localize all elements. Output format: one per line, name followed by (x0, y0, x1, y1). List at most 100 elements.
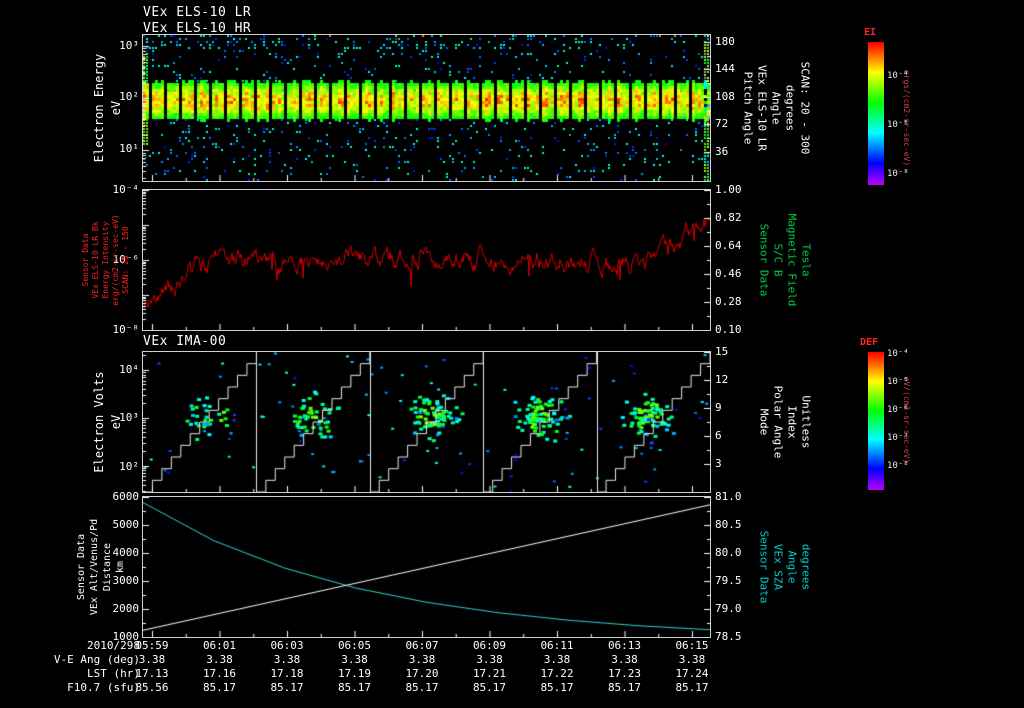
table-cell: 85.17 (337, 681, 372, 694)
traj-left-tick-label: 2000 (112, 602, 140, 615)
table-row-label: F10.7 (sfu) (67, 681, 140, 694)
table-row-label: LST (hr) (87, 667, 140, 680)
time-tick-label: 05:59 (135, 639, 169, 652)
colorbar-tick-label: 10⁻⁸ (887, 461, 909, 471)
table-cell: 85.17 (270, 681, 304, 694)
trajectory-canvas (143, 497, 710, 637)
els-right-tick-label: 144 (715, 62, 735, 76)
table-cell: 17.18 (270, 667, 304, 680)
table-cell: 3.38 (273, 653, 301, 666)
colorbar-tick-label: 10⁻⁶ (887, 120, 909, 130)
time-tick-label: 06:11 (540, 639, 574, 652)
ima-left-tick-label: 10² (119, 459, 139, 473)
els-left-axis-label: eV (109, 100, 123, 116)
bk-right-tick-label: 0.10 (715, 323, 742, 336)
traj-right-tick-label: 79.0 (715, 602, 742, 615)
ima-right-axis-label: Index (785, 405, 799, 439)
ima-left-axis-label: eV (109, 414, 123, 430)
bk-right-axis-label: Magnetic Field (785, 213, 799, 307)
colorbar-tick-label: 10⁻⁴ (887, 349, 909, 359)
bk-left-axis-label: erg/(cm2-sr-sec-eV) (111, 214, 120, 306)
traj-left-tick-label: 3000 (112, 574, 140, 587)
table-cell: 3.38 (408, 653, 436, 666)
bk-right-axis-label: S/C B (771, 243, 785, 277)
bk-right-tick-label: 1.00 (715, 183, 742, 196)
traj-right-tick-label: 80.0 (715, 546, 742, 559)
table-cell: 85.17 (202, 681, 237, 694)
table-row-label: V-E Ang (deg) (53, 653, 140, 666)
colorbar-tick-label: 10⁻⁶ (887, 405, 909, 415)
table-cell: 85.17 (675, 681, 709, 694)
time-axis-date: 2010/298 (87, 639, 140, 652)
table-cell: 85.17 (472, 681, 507, 694)
els-title-hr: VEx ELS-10 HR (143, 21, 252, 36)
els-left-tick-label: 10² (119, 90, 139, 104)
table-cell: 85.17 (405, 681, 439, 694)
els-spectrogram-canvas (143, 35, 710, 181)
bk-left-axis-label: Sensor Data (81, 233, 90, 287)
time-tick-label: 06:09 (472, 639, 507, 652)
bk-right-axis-label: Tesla (799, 243, 813, 277)
ima-right-tick-label: 9 (715, 401, 722, 414)
colorbar-ei-units: ergs/(cm2-sr-sec-eV) (902, 69, 911, 167)
table-cell: 17.19 (337, 667, 372, 680)
ima-right-axis-label: Polar Angle (771, 385, 785, 459)
time-tick-label: 06:13 (607, 639, 642, 652)
table-cell: 3.38 (543, 653, 571, 666)
bk-left-axis-label: VEx ELS-10 LR Bk (91, 221, 100, 299)
traj-right-tick-label: 80.5 (715, 518, 742, 531)
colorbar-tick-label: 10⁻⁸ (887, 169, 909, 179)
table-cell: 3.38 (138, 653, 166, 666)
bk-intensity-canvas (143, 190, 710, 330)
ima-right-tick-label: 3 (715, 457, 722, 470)
traj-left-tick-label: 5000 (112, 518, 140, 531)
colorbar-tick-label: 10⁻⁵ (887, 377, 909, 387)
table-cell: 85.56 (135, 681, 169, 694)
table-cell: 17.16 (202, 667, 237, 680)
time-tick-label: 06:01 (202, 639, 237, 652)
traj-right-tick-label: 79.5 (715, 574, 742, 587)
time-tick-label: 06:05 (337, 639, 372, 652)
traj-left-tick-label: 4000 (112, 546, 140, 559)
ima-title: VEx IMA-00 (143, 334, 227, 349)
table-cell: 3.38 (611, 653, 638, 666)
colorbar-def (868, 352, 884, 490)
traj-right-axis-label: Angle (785, 550, 799, 584)
ima-right-axis-label: Mode (757, 408, 771, 436)
colorbar-tick-label: 10⁻⁷ (887, 433, 909, 443)
time-tick-label: 06:15 (675, 639, 709, 652)
bk-right-tick-label: 0.82 (715, 211, 742, 224)
colorbar-tick-label: 10⁻⁴ (887, 71, 909, 81)
colorbar-def-units: eV/(cm2-sr-sec-eV) (902, 376, 911, 464)
colorbar-ei-label: EI (864, 27, 877, 38)
traj-left-tick-label: 6000 (112, 490, 140, 503)
ima-right-axis-label: Unitless (799, 395, 813, 449)
els-spectrogram-panel (142, 34, 711, 182)
els-right-tick-label: 36 (715, 144, 729, 158)
bk-intensity-panel (142, 189, 711, 331)
traj-right-tick-label: 81.0 (715, 490, 742, 503)
bk-right-tick-label: 0.64 (715, 239, 742, 252)
els-right-axis-label: degrees (783, 84, 797, 132)
table-cell: 17.13 (135, 667, 169, 680)
bk-right-axis-label: Sensor Data (757, 223, 771, 297)
ima-left-axis-label: Electron Volts (92, 371, 106, 473)
table-cell: 17.21 (472, 667, 507, 680)
els-right-axis-label: SCAN: 20 - 300 (798, 61, 812, 155)
traj-right-axis-label: degrees (799, 543, 813, 591)
bk-left-axis-label: Energy Intensity (101, 221, 110, 299)
traj-right-tick-label: 78.5 (715, 630, 742, 643)
ima-left-tick-label: 10³ (119, 410, 139, 424)
traj-right-axis-label: VEx SZA (771, 543, 785, 591)
els-right-tick-label: 72 (715, 117, 729, 131)
table-cell: 3.38 (476, 653, 503, 666)
bk-left-tick-label: 10⁻⁸ (112, 323, 140, 336)
traj-left-axis-label: Distance (102, 542, 113, 592)
traj-left-axis-label: km (115, 560, 126, 574)
els-right-axis-label: VEx ELS-10 LR (755, 64, 769, 152)
colorbar-def-label: DEF (860, 337, 879, 348)
els-left-axis-label: Electron Energy (92, 53, 106, 163)
ima-left-tick-label: 10⁴ (119, 362, 139, 376)
traj-left-axis-label: Sensor Data (76, 533, 87, 601)
table-cell: 3.38 (678, 653, 706, 666)
